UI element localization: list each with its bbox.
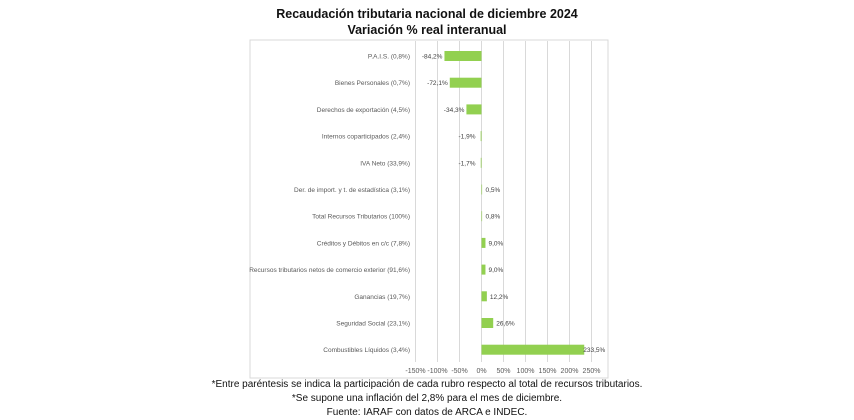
bar: [449, 77, 482, 88]
data-label: -72,1%: [427, 80, 448, 87]
x-tick-label: 150%: [539, 368, 557, 375]
category-label: P.A.I.S. (0,8%): [368, 54, 410, 61]
category-label: Bienes Personales (0,7%): [335, 80, 410, 87]
bar: [444, 51, 482, 61]
plot-border: [249, 39, 609, 379]
x-tick-label: -50%: [451, 368, 467, 375]
category-label: Créditos y Débitos en c/c (7,8%): [317, 240, 410, 247]
footnote-participation: *Entre paréntesis se indica la participa…: [211, 379, 643, 390]
x-tick-label: 200%: [561, 368, 579, 375]
chart-title: Recaudación tributaria nacional de dicie…: [276, 7, 578, 21]
x-tick-label: 100%: [517, 368, 535, 375]
category-label: Total Recursos Tributarios (100%): [312, 214, 410, 221]
category-label: Recursos tributarios netos de comercio e…: [249, 267, 410, 274]
data-label: 26,6%: [496, 321, 515, 328]
x-tick-label: -150%: [405, 368, 425, 375]
bar: [481, 237, 486, 248]
data-label: 9,0%: [488, 267, 503, 274]
category-label: Internos coparticipados (2,4%): [322, 134, 410, 141]
category-label: Der. de import. y t. de estadística (3,1…: [294, 187, 410, 194]
category-label: Ganancias (19,7%): [354, 294, 410, 301]
data-label: 9,0%: [488, 240, 503, 247]
category-label: Seguridad Social (23,1%): [336, 321, 410, 328]
chart-subtitle: Variación % real interanual: [347, 23, 507, 37]
source-note: Fuente: IARAF con datos de ARCA e INDEC.: [326, 407, 528, 418]
x-tick-label: 250%: [583, 368, 601, 375]
bar: [481, 264, 486, 275]
bar: [481, 318, 494, 328]
bar: [480, 157, 482, 168]
x-tick-label: 0%: [476, 368, 486, 375]
bar: [481, 211, 483, 222]
x-tick-label: 50%: [496, 368, 510, 375]
category-label: IVA Neto (33,9%): [360, 160, 410, 167]
data-label: -34,3%: [444, 107, 465, 114]
data-label: -84,2%: [422, 54, 443, 61]
data-label: 12,2%: [490, 294, 509, 301]
category-label: Combustibles Líquidos (3,4%): [323, 347, 410, 354]
bar: [480, 131, 482, 142]
bar: [481, 344, 585, 355]
x-tick-label: -100%: [427, 368, 447, 375]
footnote-inflation: *Se supone una inflación del 2,8% para e…: [291, 393, 563, 404]
data-label: 233,5%: [583, 347, 605, 354]
data-label: -1,7%: [459, 160, 476, 167]
data-label: 0,8%: [486, 214, 501, 221]
data-label: -1,9%: [459, 134, 476, 141]
bar: [481, 184, 483, 195]
category-label: Derechos de exportación (4,5%): [317, 107, 410, 114]
data-label: 0,5%: [486, 187, 501, 194]
bar: [481, 291, 487, 302]
bar: [466, 104, 482, 115]
